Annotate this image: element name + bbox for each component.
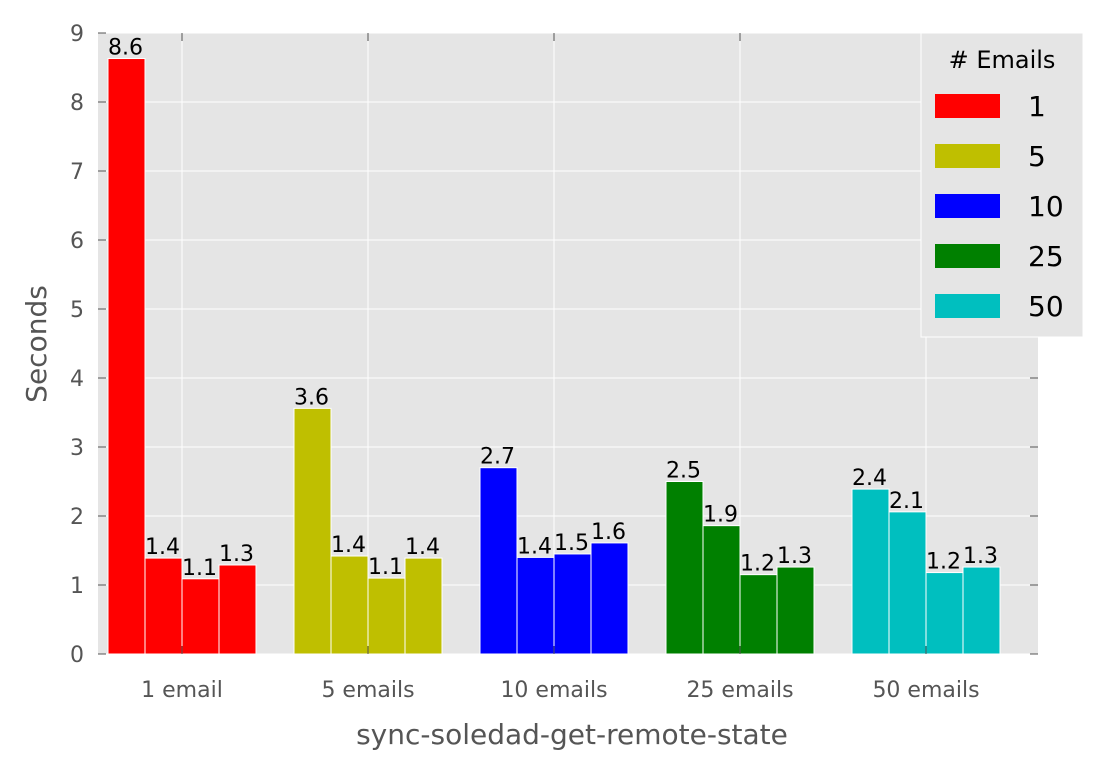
bar-value-label: 1.3	[963, 544, 998, 569]
bar-value-label: 1.1	[368, 555, 403, 580]
legend-swatch	[935, 294, 1000, 318]
x-tick-labels: 1 email 5 emails 10 emails 25 emails 50 emai…	[141, 678, 979, 703]
y-tick-label: 4	[70, 367, 84, 392]
bar	[776, 566, 815, 655]
legend: # Emails 1 5 10 25 50	[920, 32, 1084, 338]
bar-value-label: 1.3	[777, 544, 812, 569]
legend-box	[920, 32, 1084, 338]
y-axis-label: Seconds	[20, 285, 53, 403]
bar-value-label: 1.6	[591, 520, 626, 545]
bar-value-label: 2.1	[889, 489, 924, 514]
bar	[367, 577, 406, 655]
x-tick-label: 1 email	[141, 678, 223, 703]
x-tick-label: 50 emails	[872, 678, 979, 703]
bar	[590, 542, 629, 655]
grid-lines	[98, 32, 1038, 655]
bar-value-label: 3.6	[294, 385, 329, 410]
legend-label: 1	[1028, 90, 1046, 123]
bar-value-label: 1.4	[405, 535, 440, 560]
y-tick-label: 9	[70, 22, 84, 47]
bar	[925, 572, 964, 655]
y-tick-label: 3	[70, 436, 84, 461]
bar	[888, 511, 927, 655]
legend-label: 5	[1028, 140, 1046, 173]
bar	[330, 555, 369, 655]
bar	[739, 574, 778, 655]
y-tick-labels: 0 1 2 3 4 5 6 7 8 9	[70, 22, 84, 668]
y-tick-label: 6	[70, 229, 84, 254]
bar-value-label: 1.4	[145, 535, 180, 560]
x-tick-label: 5 emails	[321, 678, 414, 703]
bar	[553, 553, 592, 655]
bar	[144, 557, 183, 655]
bar	[665, 481, 704, 655]
bar	[516, 556, 555, 655]
legend-entries: 1 5 10 25 50	[935, 90, 1064, 323]
bar-value-label: 2.5	[666, 459, 701, 484]
bar	[404, 557, 443, 655]
bar	[702, 525, 741, 655]
bar	[181, 578, 220, 655]
bar-value-label: 2.4	[852, 466, 887, 491]
legend-title: # Emails	[949, 46, 1056, 74]
bar	[107, 58, 146, 655]
bar-value-label: 1.2	[740, 552, 775, 577]
bar-value-label: 1.3	[219, 542, 254, 567]
bar-value-label: 1.5	[554, 531, 589, 556]
bar	[479, 467, 518, 655]
legend-swatch	[935, 194, 1000, 218]
x-tick-label: 25 emails	[686, 678, 793, 703]
y-tick-label: 8	[70, 91, 84, 116]
x-axis-label: sync-soledad-get-remote-state	[356, 718, 788, 751]
bar-value-label: 1.2	[926, 550, 961, 575]
y-tick-label: 5	[70, 298, 84, 323]
bar-value-label: 1.9	[703, 503, 738, 528]
bar-value-label: 2.7	[480, 445, 515, 470]
bar	[851, 488, 890, 655]
bar	[962, 566, 1001, 655]
legend-label: 25	[1028, 240, 1064, 273]
legend-label: 10	[1028, 190, 1064, 223]
y-tick-label: 0	[70, 643, 84, 668]
legend-swatch	[935, 144, 1000, 168]
bar-value-label: 1.1	[182, 556, 217, 581]
x-tick-label: 10 emails	[500, 678, 607, 703]
bar-value-labels: 8.61.41.11.33.61.41.11.42.71.4 1.5 1.62.51…	[108, 36, 998, 581]
bar	[218, 564, 257, 655]
y-tick-label: 1	[70, 574, 84, 599]
bar	[293, 407, 332, 655]
bars	[107, 58, 1001, 655]
bar-value-label: 8.6	[108, 36, 143, 61]
legend-swatch	[935, 94, 1000, 118]
bar-value-label: 1.4	[331, 533, 366, 558]
legend-swatch	[935, 244, 1000, 268]
y-tick-label: 7	[70, 160, 84, 185]
bar-value-label: 1.4	[517, 534, 552, 559]
legend-label: 50	[1028, 290, 1064, 323]
y-tick-label: 2	[70, 505, 84, 530]
